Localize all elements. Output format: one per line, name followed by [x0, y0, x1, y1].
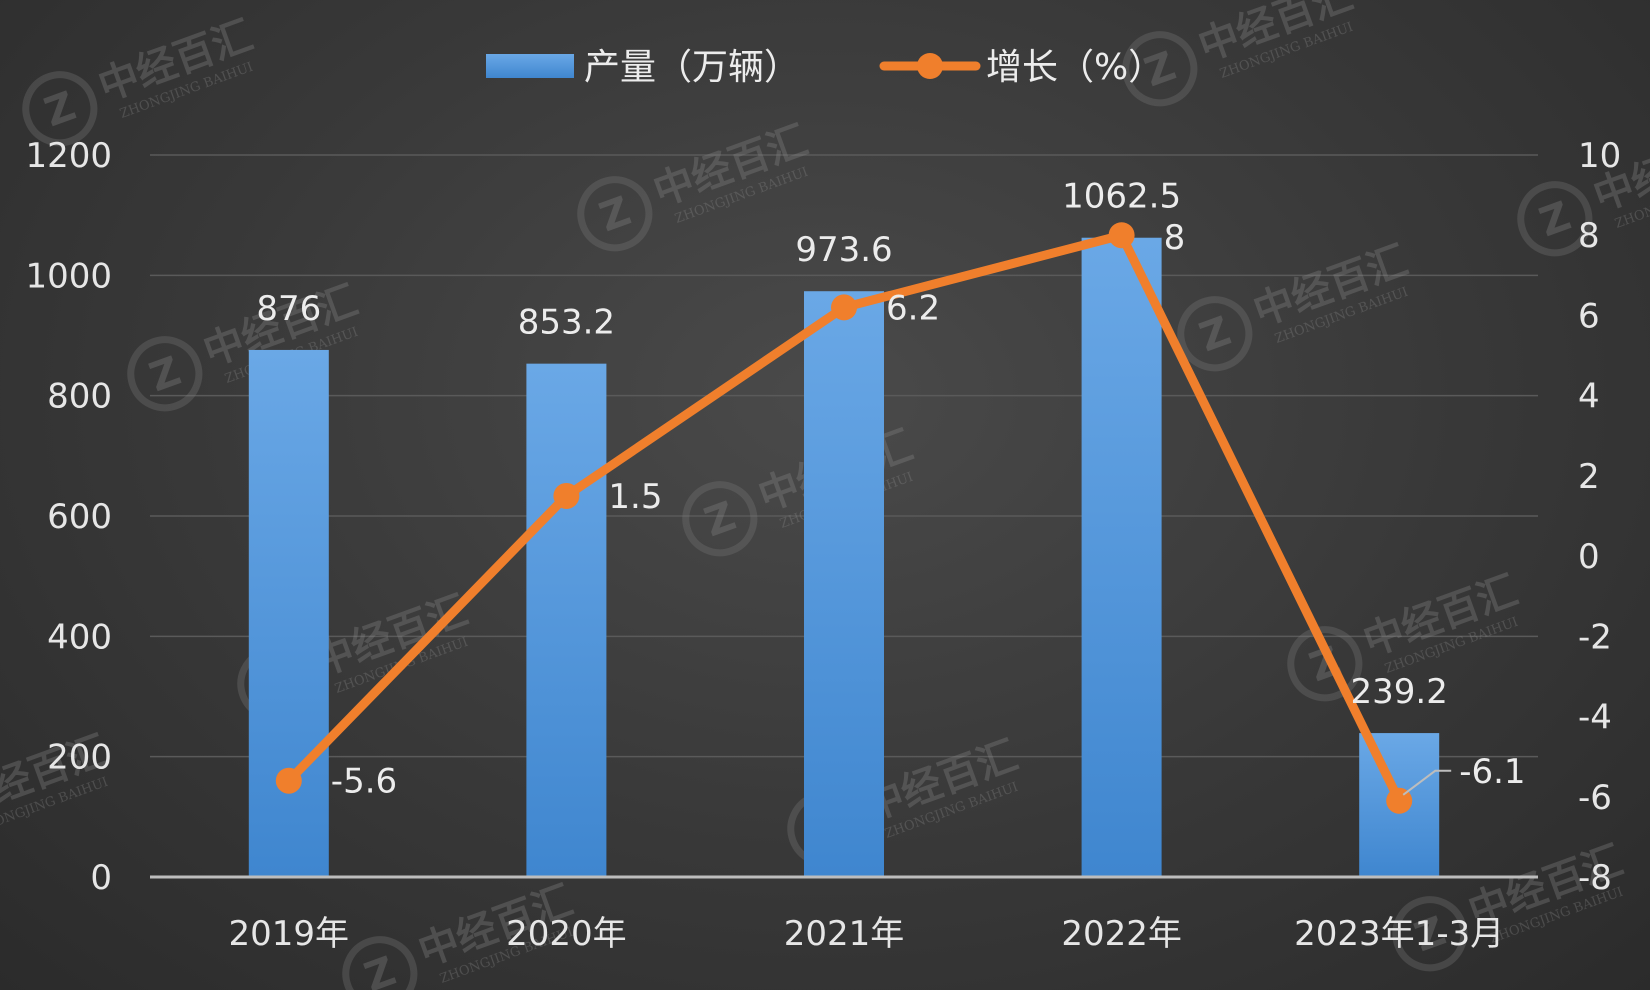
watermark-logo-letter: Z [699, 493, 742, 546]
watermark-logo-letter: Z [594, 188, 637, 241]
bar-2 [804, 291, 884, 877]
label-leader-line [1402, 769, 1452, 796]
y-right-tick-label: -8 [1578, 858, 1612, 898]
x-tick-label: 2023年1-3月 [1294, 914, 1504, 954]
line-value-label: -6.1 [1459, 752, 1525, 792]
line-point-1 [553, 482, 580, 509]
watermark-logo-letter: Z [144, 348, 187, 401]
x-tick-label: 2020年 [506, 914, 627, 954]
bar-0 [248, 349, 329, 877]
line-value-label: 8 [1164, 218, 1186, 258]
axes: 0 200 400 600 800 1000 1200 -8 -6 -4 -2 0 2 4 6 8 10 2019… [25, 136, 1621, 954]
y-right-tick-label: 6 [1578, 296, 1600, 336]
bar-value-label: 239.2 [1351, 672, 1448, 712]
watermark-logo-letter: Z [1534, 193, 1577, 246]
x-tick-label: 2019年 [229, 914, 350, 954]
x-tick-label: 2021年 [784, 914, 905, 954]
bar-value-label: 876 [256, 289, 321, 329]
legend-bar-swatch [486, 54, 574, 78]
y-right-tick-label: 8 [1578, 216, 1600, 256]
legend-bar-label: 产量（万辆） [584, 47, 800, 88]
line-series [275, 222, 1413, 814]
y-right-tick-label: -4 [1578, 698, 1612, 738]
bar-3 [1081, 237, 1162, 877]
watermark-logo-letter: Z [359, 948, 402, 990]
y-right-tick-label: 4 [1578, 377, 1600, 417]
y-left-tick-label: 1000 [25, 256, 112, 296]
y-left-tick-label: 0 [90, 858, 112, 898]
y-left-tick-label: 1200 [25, 136, 112, 176]
line-value-label: -5.6 [331, 762, 397, 802]
data-labels: 876 853.2 973.6 1062.5 239.2 -5.6 1.5 6.2 8 -6.1 [256, 177, 1525, 802]
line-point-2 [831, 294, 857, 321]
bar-1 [526, 363, 607, 878]
legend-line-label: 增长（%） [986, 47, 1164, 88]
y-left-tick-label: 600 [47, 497, 112, 537]
bar-value-label: 853.2 [518, 303, 615, 343]
x-tick-label: 2022年 [1061, 914, 1182, 954]
y-right-tick-label: -6 [1578, 778, 1612, 818]
line-point-3 [1108, 222, 1135, 249]
y-left-tick-label: 400 [47, 617, 112, 657]
y-right-tick-label: 2 [1578, 457, 1600, 497]
watermark-logo-letter: Z [1194, 308, 1237, 361]
y-right-tick-label: 0 [1578, 537, 1600, 577]
line-value-label: 6.2 [886, 288, 940, 328]
y-left-tick-label: 200 [47, 738, 112, 778]
legend: 产量（万辆） 增长（%） [486, 47, 1164, 88]
y-right-tick-label: -2 [1578, 617, 1612, 657]
line-point-4 [1386, 787, 1413, 814]
watermark-logo-letter: Z [39, 83, 82, 136]
y-left-tick-label: 800 [47, 377, 112, 417]
bar-value-label: 1062.5 [1062, 177, 1181, 217]
bar-value-label: 973.6 [795, 230, 892, 270]
y-right-tick-label: 10 [1578, 136, 1621, 176]
line-point-0 [275, 767, 302, 794]
bar-series [248, 237, 1440, 878]
line-value-label: 1.5 [608, 477, 662, 517]
legend-line-marker [917, 53, 943, 79]
